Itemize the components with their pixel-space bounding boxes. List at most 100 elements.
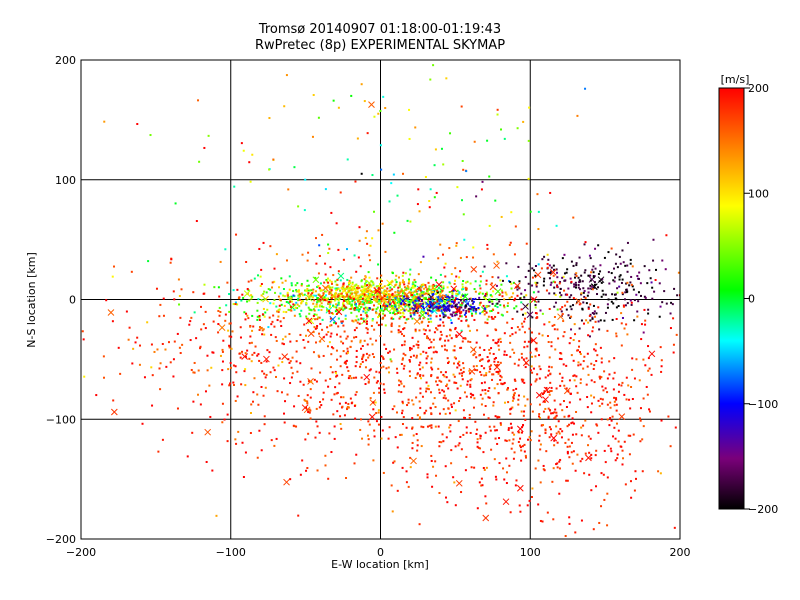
- data-point: [470, 312, 473, 315]
- data-point: [256, 315, 259, 318]
- data-point: [418, 329, 421, 332]
- data-point: [456, 306, 459, 309]
- data-point: [459, 256, 462, 259]
- data-point: [564, 535, 567, 538]
- data-point: [484, 308, 487, 311]
- data-point: [367, 290, 370, 293]
- data-point: [639, 282, 642, 285]
- data-point: [553, 411, 556, 414]
- data-point: [523, 331, 526, 334]
- data-point: [440, 307, 443, 310]
- data-point: [438, 491, 441, 494]
- data-point: [433, 301, 436, 304]
- data-point: [287, 301, 290, 304]
- data-point: [537, 415, 540, 418]
- data-point: [468, 369, 471, 372]
- data-point: [592, 286, 595, 289]
- data-point: [609, 417, 612, 420]
- data-point: [232, 303, 235, 306]
- data-point: [112, 399, 115, 402]
- data-point: [319, 288, 322, 291]
- data-point: [433, 397, 436, 400]
- data-point: [476, 507, 479, 510]
- data-point: [377, 411, 380, 414]
- data-point: [451, 313, 454, 316]
- data-point: [591, 330, 594, 333]
- data-point: [486, 247, 489, 250]
- data-point: [340, 340, 343, 343]
- data-point: [235, 371, 238, 374]
- data-point: [540, 424, 543, 427]
- data-point: [373, 304, 376, 307]
- data-point: [445, 294, 448, 297]
- data-point: [373, 328, 376, 331]
- data-point: [315, 327, 318, 330]
- data-point: [641, 470, 644, 473]
- data-point: [357, 318, 360, 321]
- data-point: [447, 295, 450, 298]
- data-point: [380, 366, 383, 369]
- data-point: [610, 300, 613, 303]
- data-point: [418, 293, 421, 296]
- data-point: [438, 388, 441, 391]
- data-point: [224, 313, 227, 316]
- data-point: [416, 310, 419, 313]
- data-point: [150, 366, 153, 369]
- data-point: [542, 468, 545, 471]
- data-point: [323, 298, 326, 301]
- data-point: [348, 286, 351, 289]
- data-point: [449, 132, 452, 135]
- data-point: [247, 289, 250, 292]
- data-point: [186, 455, 189, 458]
- data-point: [360, 303, 363, 306]
- data-point: [533, 269, 536, 272]
- data-point: [360, 279, 363, 282]
- data-point: [136, 336, 139, 339]
- data-point: [568, 342, 571, 345]
- data-point: [244, 352, 247, 355]
- data-point: [354, 289, 357, 292]
- data-point: [341, 320, 344, 323]
- data-point: [409, 220, 412, 223]
- data-point: [427, 300, 430, 303]
- data-point: [485, 291, 488, 294]
- data-point: [438, 302, 441, 305]
- data-point: [468, 308, 471, 311]
- data-point: [463, 238, 466, 241]
- data-point: [430, 361, 433, 364]
- data-point: [363, 301, 366, 304]
- data-point: [444, 339, 447, 342]
- data-point: [296, 307, 299, 310]
- data-point: [301, 253, 304, 256]
- data-point: [402, 290, 405, 293]
- data-point: [556, 285, 559, 288]
- data-point: [589, 274, 592, 277]
- data-point: [485, 374, 488, 377]
- data-point: [293, 314, 296, 317]
- data-point: [608, 373, 611, 376]
- data-point: [337, 287, 340, 290]
- data-point: [476, 329, 479, 332]
- data-point: [299, 333, 302, 336]
- data-point: [420, 291, 423, 294]
- data-point: [342, 324, 345, 327]
- data-point: [334, 287, 337, 290]
- data-point: [520, 352, 523, 355]
- data-point: [368, 254, 371, 257]
- data-point: [257, 353, 260, 356]
- data-point: [315, 294, 318, 297]
- data-point: [436, 309, 439, 312]
- data-point: [613, 404, 616, 407]
- data-point: [506, 388, 509, 391]
- data-point-cross: [307, 317, 315, 325]
- data-point: [402, 292, 405, 295]
- data-point: [483, 295, 486, 298]
- data-point: [647, 369, 650, 372]
- data-point: [378, 286, 381, 289]
- data-point: [489, 429, 492, 432]
- data-point: [459, 384, 462, 387]
- data-point: [416, 372, 419, 375]
- data-point: [435, 380, 438, 383]
- data-point: [350, 340, 353, 343]
- data-point: [328, 432, 331, 435]
